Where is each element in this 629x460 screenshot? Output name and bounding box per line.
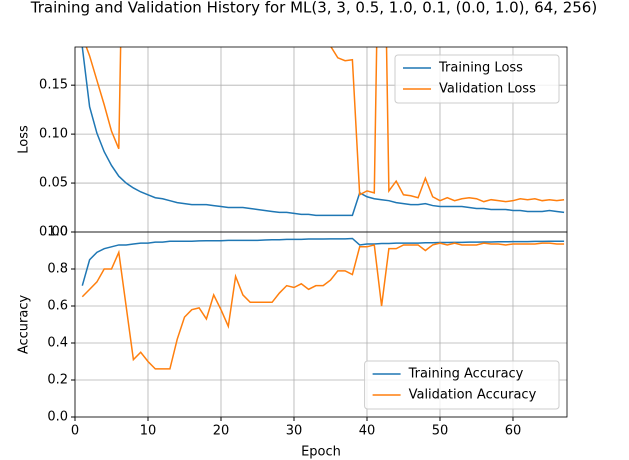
x-tick-label: 50 bbox=[432, 424, 449, 439]
data-line bbox=[85, 47, 565, 203]
y-tick-label: 0.6 bbox=[47, 299, 68, 314]
legend-label: Training Accuracy bbox=[408, 367, 524, 382]
y-tick-label: 0.00 bbox=[39, 225, 68, 240]
x-tick-label: 0 bbox=[71, 424, 79, 439]
y-axis-label: Loss bbox=[17, 125, 32, 154]
y-tick-label: 0.0 bbox=[47, 410, 68, 425]
legend-label: Validation Loss bbox=[439, 82, 536, 97]
y-tick-label: 0.2 bbox=[47, 373, 68, 388]
y-tick-label: 0.05 bbox=[39, 176, 68, 191]
legend-box bbox=[394, 54, 560, 104]
axes-frame bbox=[74, 231, 568, 418]
x-tick-label: 40 bbox=[359, 424, 376, 439]
data-line bbox=[81, 47, 565, 217]
y-tick-label: 1.0 bbox=[47, 225, 68, 240]
chart-title: Training and Validation History for ML(3… bbox=[30, 0, 597, 17]
x-axis-label: Epoch bbox=[301, 445, 341, 460]
x-tick-label: 60 bbox=[505, 424, 522, 439]
plot-area bbox=[81, 47, 565, 217]
y-tick-label: 0.8 bbox=[47, 262, 68, 277]
x-tick-label: 30 bbox=[286, 424, 303, 439]
x-tick-label: 10 bbox=[140, 424, 157, 439]
y-axis-label: Accuracy bbox=[17, 295, 32, 355]
legend-box bbox=[364, 360, 560, 410]
plot-area bbox=[81, 237, 565, 370]
y-tick-label: 0.4 bbox=[47, 336, 68, 351]
data-line bbox=[81, 242, 565, 370]
legend-label: Training Loss bbox=[438, 61, 523, 76]
data-line bbox=[81, 237, 565, 286]
y-tick-label: 0.15 bbox=[39, 78, 68, 93]
legend-label: Validation Accuracy bbox=[409, 388, 537, 403]
y-tick-label: 0.10 bbox=[39, 127, 68, 142]
x-tick-label: 20 bbox=[213, 424, 230, 439]
